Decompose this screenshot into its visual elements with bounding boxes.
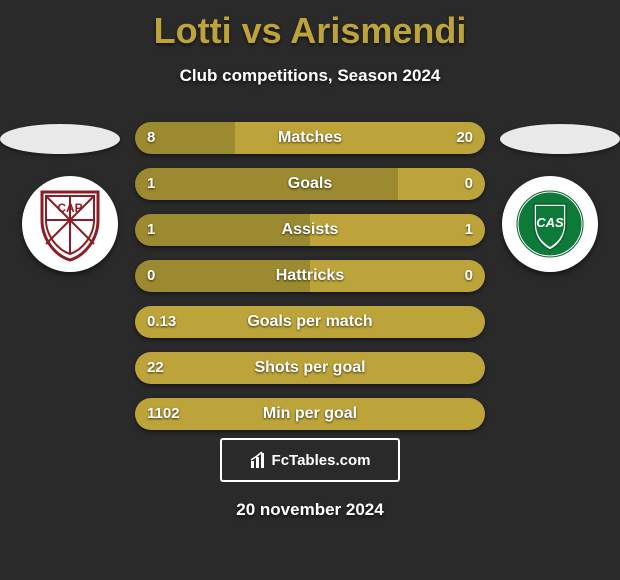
club-badge-left: CAP [22, 176, 118, 272]
player-right-marker [500, 124, 620, 154]
club-badge-right: CAS [502, 176, 598, 272]
page-title: Lotti vs Arismendi [0, 0, 620, 52]
stat-row: Matches820 [135, 122, 485, 154]
cap-shield-icon: CAP [38, 186, 102, 262]
cas-shield-icon: CAS [514, 188, 586, 260]
stat-row: Goals per match0.13 [135, 306, 485, 338]
bar-right [310, 214, 485, 246]
subtitle: Club competitions, Season 2024 [0, 66, 620, 86]
bar-left [135, 398, 485, 430]
stat-row: Hattricks00 [135, 260, 485, 292]
bar-left [135, 306, 485, 338]
date-text: 20 november 2024 [0, 500, 620, 520]
stat-row: Assists11 [135, 214, 485, 246]
bar-left [135, 352, 485, 384]
bar-right [310, 260, 485, 292]
stat-rows: Matches820 Goals10 Assists11 Hattricks00 Goa… [135, 122, 485, 444]
bar-left [135, 214, 310, 246]
fctables-logo: FcTables.com [220, 438, 400, 482]
bar-left [135, 122, 235, 154]
chart-icon [250, 451, 268, 469]
player-left-marker [0, 124, 120, 154]
svg-text:CAP: CAP [57, 201, 82, 215]
stat-row: Shots per goal22 [135, 352, 485, 384]
stat-row: Min per goal1102 [135, 398, 485, 430]
fctables-text: FcTables.com [272, 452, 371, 469]
bar-left [135, 260, 310, 292]
stat-row: Goals10 [135, 168, 485, 200]
bar-right [235, 122, 485, 154]
bar-right [398, 168, 486, 200]
svg-text:CAS: CAS [536, 215, 564, 230]
bar-left [135, 168, 398, 200]
